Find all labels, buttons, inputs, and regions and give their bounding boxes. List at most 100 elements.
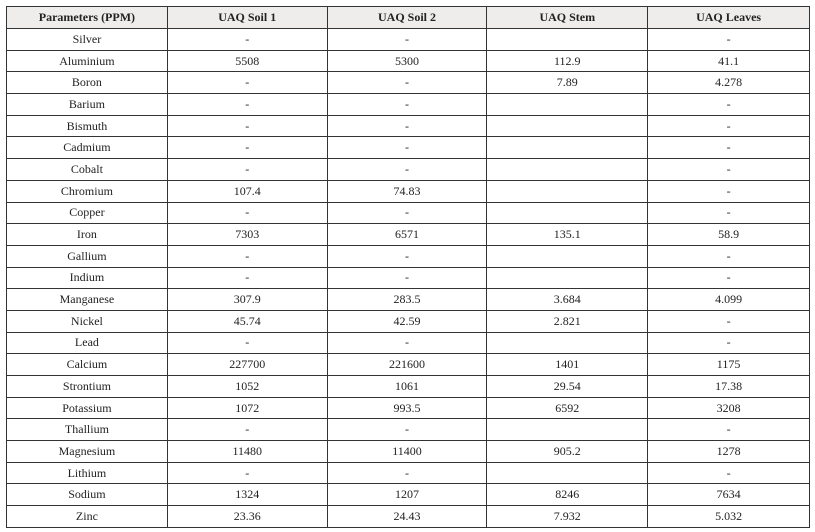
value-cell: - [166,28,328,51]
table-row: Manganese 307.9 283.5 3.684 4.099 [6,288,810,311]
value-cell: 17.38 [647,375,810,398]
parameter-name-cell: Copper [6,201,168,225]
table-body: Silver - - - Aluminium 5508 5300 112.9 41.1 Boron… [6,28,810,528]
value-cell: 11400 [326,440,488,463]
value-cell: 41.1 [647,49,810,73]
value-cell: 23.36 [166,505,328,528]
value-cell [486,28,649,51]
value-cell: 221600 [326,353,488,376]
value-cell [486,418,649,442]
value-cell: 7.89 [486,71,649,95]
value-cell: 11480 [166,440,328,463]
value-cell: 7.932 [486,505,649,528]
value-cell: - [166,266,328,290]
table-row: Copper - - - [6,201,810,225]
parameter-name-cell: Iron [6,223,168,246]
table-row: Lithium - - - [6,461,810,485]
value-cell [486,179,649,203]
value-cell: 3208 [647,396,810,420]
value-cell: - [647,158,810,181]
parameter-name-cell: Nickel [6,309,168,333]
parameter-name-cell: Manganese [6,288,168,311]
parameter-name-cell: Cobalt [6,158,168,181]
value-cell: 8246 [486,483,649,507]
value-cell: - [647,114,810,138]
value-cell: 5508 [166,49,328,73]
parameter-name-cell: Barium [6,93,168,116]
value-cell: - [166,93,328,116]
value-cell: - [326,331,488,355]
value-cell: 1052 [166,375,328,398]
value-cell: 1207 [326,483,488,507]
value-cell: 7634 [647,483,810,507]
parameter-name-cell: Indium [6,266,168,290]
table-row: Silver - - - [6,28,810,51]
value-cell [486,331,649,355]
value-cell: - [326,461,488,485]
parameter-name-cell: Thallium [6,418,168,442]
table-row: Chromium 107.4 74.83 - [6,179,810,203]
value-cell: 2.821 [486,309,649,333]
value-cell: - [326,136,488,160]
value-cell: 4.099 [647,288,810,311]
value-cell [486,461,649,485]
value-cell: 1278 [647,440,810,463]
value-cell: 24.43 [326,505,488,528]
value-cell: 1324 [166,483,328,507]
parameter-name-cell: Calcium [6,353,168,376]
table-row: Barium - - - [6,93,810,116]
value-cell: - [647,309,810,333]
value-cell: - [647,266,810,290]
value-cell: 74.83 [326,179,488,203]
parameter-name-cell: Zinc [6,505,168,528]
value-cell: 283.5 [326,288,488,311]
parameters-table: Parameters (PPM) UAQ Soil 1 UAQ Soil 2 UAQ … [6,6,810,528]
parameter-name-cell: Lithium [6,461,168,485]
table-row: Iron 7303 6571 135.1 58.9 [6,223,810,246]
value-cell: 45.74 [166,309,328,333]
value-cell: - [166,158,328,181]
value-cell: 112.9 [486,49,649,73]
value-cell: 307.9 [166,288,328,311]
table-row: Zinc 23.36 24.43 7.932 5.032 [6,505,810,528]
value-cell: 1401 [486,353,649,376]
table-row: Lead - - - [6,331,810,355]
value-cell: - [326,114,488,138]
table-row: Bismuth - - - [6,114,810,138]
value-cell: - [326,418,488,442]
value-cell: 5.032 [647,505,810,528]
parameter-name-cell: Boron [6,71,168,95]
value-cell [486,93,649,116]
parameter-name-cell: Gallium [6,244,168,268]
value-cell: - [326,266,488,290]
value-cell: 7303 [166,223,328,246]
table-row: Potassium 1072 993.5 6592 3208 [6,396,810,420]
column-header: Parameters (PPM) [6,6,168,29]
value-cell: - [647,179,810,203]
value-cell: - [166,244,328,268]
value-cell: 905.2 [486,440,649,463]
table-row: Indium - - - [6,266,810,290]
value-cell: - [647,93,810,116]
value-cell: 4.278 [647,71,810,95]
value-cell: 1061 [326,375,488,398]
value-cell: - [647,136,810,160]
value-cell: 107.4 [166,179,328,203]
value-cell [486,201,649,225]
value-cell: - [647,331,810,355]
column-header: UAQ Stem [486,6,649,29]
parameter-name-cell: Chromium [6,179,168,203]
parameter-name-cell: Aluminium [6,49,168,73]
column-header: UAQ Leaves [647,6,810,29]
header-row: Parameters (PPM) UAQ Soil 1 UAQ Soil 2 UAQ … [6,6,810,29]
value-cell: 993.5 [326,396,488,420]
table-row: Thallium - - - [6,418,810,442]
value-cell: - [326,93,488,116]
parameter-name-cell: Strontium [6,375,168,398]
value-cell: - [326,201,488,225]
value-cell: 58.9 [647,223,810,246]
value-cell [486,244,649,268]
parameter-name-cell: Cadmium [6,136,168,160]
value-cell: 227700 [166,353,328,376]
table-row: Gallium - - - [6,244,810,268]
